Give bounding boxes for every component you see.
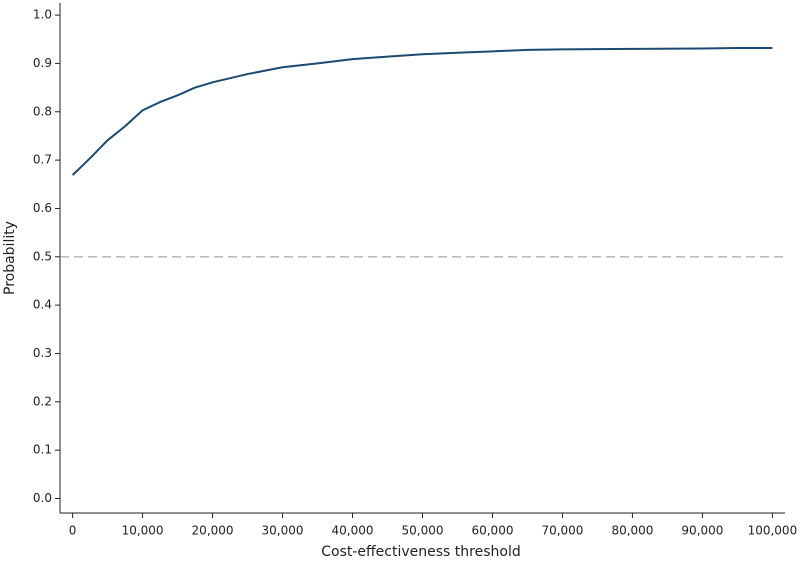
- x-tick-label: 20,000: [192, 524, 234, 538]
- y-tick-label: 0.0: [33, 491, 52, 505]
- y-tick-label: 0.3: [33, 346, 52, 360]
- x-tick-label: 10,000: [122, 524, 164, 538]
- y-tick-label: 0.4: [33, 298, 52, 312]
- x-tick-label: 70,000: [541, 524, 583, 538]
- y-tick-label: 0.2: [33, 394, 52, 408]
- x-tick-label: 80,000: [611, 524, 653, 538]
- x-tick-label: 60,000: [471, 524, 513, 538]
- y-tick-label: 1.0: [33, 8, 52, 22]
- x-tick-label: 40,000: [332, 524, 374, 538]
- y-tick-label: 0.5: [33, 249, 52, 263]
- line: [71, 46, 773, 176]
- x-axis-label: Cost-effectiveness threshold: [321, 544, 520, 560]
- x-tick-label: 100,000: [748, 524, 798, 538]
- x-tick-label: 90,000: [681, 524, 723, 538]
- x-tick-label: 0: [69, 524, 77, 538]
- x-tick-label: 30,000: [262, 524, 304, 538]
- y-tick-label: 0.9: [33, 56, 52, 70]
- y-tick-label: 0.8: [33, 104, 52, 118]
- y-tick-label: 0.1: [33, 443, 52, 457]
- y-tick-label: 0.7: [33, 153, 52, 167]
- x-tick-label: 50,000: [402, 524, 444, 538]
- y-tick-label: 0.6: [33, 201, 52, 215]
- y-axis-label: Probability: [2, 221, 18, 295]
